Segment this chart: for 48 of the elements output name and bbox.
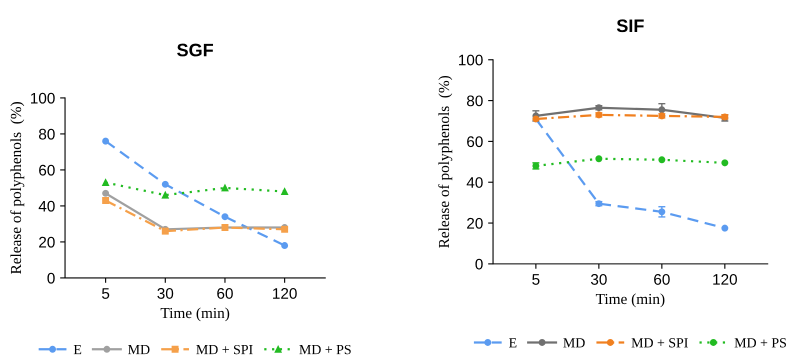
point [102,138,110,145]
point [162,192,169,199]
legend-label: MD + PS [299,344,351,354]
x-axis-title: Time (min) [160,307,230,322]
legend-label: E [74,345,82,354]
y-tick-label: 100 [458,54,483,66]
point [102,179,110,186]
x-tick-label: 120 [273,288,297,299]
point [595,155,602,162]
legend-label: MD + PS [734,338,786,348]
y-tick-label: 80 [38,128,55,140]
point [721,159,728,166]
point [281,188,288,195]
x-tick-label: 30 [157,288,174,299]
x-tick-label: 120 [713,274,737,285]
legend-label: E [509,338,516,348]
legend-label: MD + SPI [196,344,253,354]
x-tick-label: 30 [590,274,607,285]
legend-label: MD + SPI [632,338,688,348]
chart-title: SGF [177,44,214,56]
x-tick-label: 60 [654,274,670,285]
y-tick-label: 40 [38,200,55,212]
y-tick-label: 100 [31,92,55,104]
x-tick-label: 60 [217,288,233,299]
x-tick-label: 5 [532,274,540,285]
y-tick-label: 20 [467,218,483,229]
legend-label: MD [128,345,150,354]
legend-label: MD [563,338,585,348]
y-tick-label: 40 [466,177,483,188]
y-tick-label: 80 [466,95,483,106]
y-tick-label: 60 [39,164,55,176]
y-tick-label: 0 [475,258,483,270]
point [658,156,666,164]
y-axis-title: Release of polyphenols (%) [438,76,452,248]
x-axis-title: Time (min) [596,293,664,308]
point [102,190,110,197]
point [221,184,228,192]
chart-title: SIF [616,19,644,32]
point [102,197,110,204]
point [162,180,169,188]
y-tick-label: 60 [467,136,483,148]
point [221,213,228,220]
point [281,242,288,249]
y-axis-title: Release of polyphenols (%) [10,102,24,274]
x-tick-label: 5 [102,288,110,299]
y-tick-label: 20 [39,236,55,248]
y-tick-label: 0 [47,272,55,284]
point [721,224,728,232]
